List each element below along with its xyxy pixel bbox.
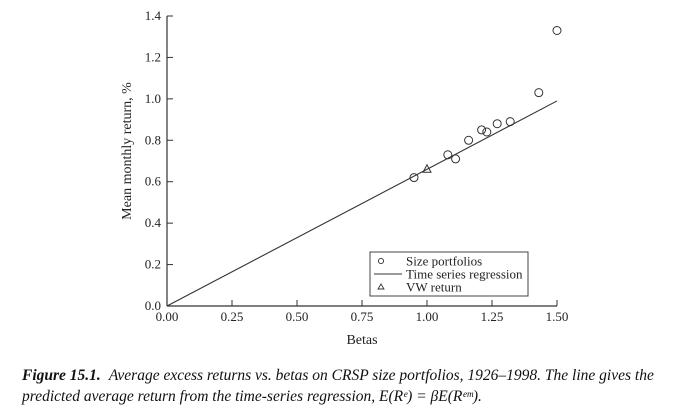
- figure-caption: Figure 15.1. Average excess returns vs. b…: [22, 365, 682, 407]
- y-axis-ticks: 0.0 0.2 0.4 0.6 0.8 1.0 1.2 1.4: [145, 8, 173, 313]
- x-axis-ticks: 0.00 0.25 0.50 0.75 1.00 1.25 1.50: [156, 300, 569, 324]
- legend-circle-symbol: [377, 257, 385, 265]
- x-tick-label: 0.00: [156, 309, 179, 324]
- x-axis-label: Betas: [346, 333, 377, 348]
- size-portfolio-point: [464, 135, 474, 145]
- y-tick-label: 1.4: [145, 8, 162, 23]
- x-tick-label: 0.75: [351, 309, 374, 324]
- size-portfolio-point: [534, 88, 544, 98]
- legend-label: Size portfolios: [406, 254, 482, 269]
- x-tick-label: 0.25: [221, 309, 244, 324]
- legend-label: VW return: [406, 280, 462, 295]
- x-tick-label: 0.50: [286, 309, 309, 324]
- y-tick-label: 1.2: [145, 49, 161, 64]
- x-tick-label: 1.50: [546, 309, 569, 324]
- y-tick-label: 0.2: [145, 257, 161, 272]
- size-portfolio-point: [443, 150, 453, 160]
- vw-return-point: [422, 163, 432, 173]
- regression-line: [166, 100, 558, 307]
- size-portfolio-point: [477, 125, 487, 135]
- size-portfolio-point: [451, 154, 461, 164]
- x-tick-label: 1.00: [416, 309, 439, 324]
- size-portfolio-point: [492, 119, 502, 129]
- y-tick-label: 0.4: [145, 215, 162, 230]
- y-axis-label: Mean monthly return, %: [120, 82, 135, 220]
- y-tick-label: 0.6: [145, 174, 162, 189]
- y-tick-label: 0.8: [145, 132, 161, 147]
- y-tick-label: 0.0: [145, 298, 161, 313]
- y-tick-label: 1.0: [145, 91, 161, 106]
- plot-marks: [166, 26, 562, 307]
- x-tick-label: 1.25: [481, 309, 504, 324]
- size-portfolio-point: [409, 173, 419, 183]
- figure-label: Figure 15.1.: [22, 367, 101, 384]
- legend-triangle-symbol: [377, 283, 385, 290]
- legend-label: Time series regression: [406, 267, 523, 282]
- size-portfolio-point: [482, 127, 492, 137]
- size-portfolio-point: [552, 26, 562, 35]
- caption-text: Average excess returns vs. betas on CRSP…: [22, 367, 654, 405]
